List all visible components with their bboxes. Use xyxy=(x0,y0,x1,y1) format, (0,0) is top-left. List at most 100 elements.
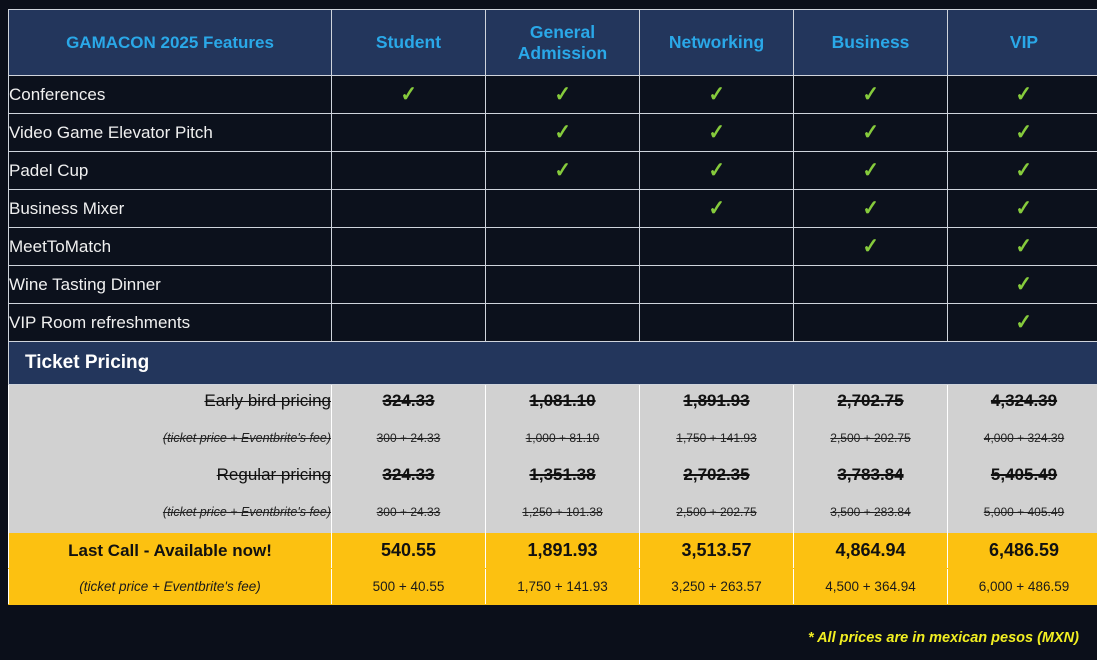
pricing-row-label: Regular pricing xyxy=(8,458,332,492)
feature-cell: ✓ xyxy=(793,113,948,152)
feature-cell: ✓ xyxy=(331,151,486,190)
feature-cell: ✓ xyxy=(485,189,640,228)
feature-label: Conferences xyxy=(8,75,332,114)
pricing-total-cell: 2,702.35 xyxy=(639,458,794,492)
feature-cell: ✓ xyxy=(639,189,794,228)
check-icon: ✓ xyxy=(861,196,880,220)
feature-cell: ✓ xyxy=(947,227,1097,266)
feature-cell: ✓ xyxy=(485,151,640,190)
feature-cell: ✓ xyxy=(947,265,1097,304)
table-row: Business Mixer✓✓✓✓✓ xyxy=(8,189,1097,228)
check-icon: ✓ xyxy=(1015,158,1033,182)
pricing-total-cell: 1,081.10 xyxy=(485,384,640,418)
feature-cell: ✓ xyxy=(331,303,486,342)
feature-cell: ✓ xyxy=(639,265,794,304)
pricing-total-cell: 324.33 xyxy=(331,384,486,418)
feature-cell: ✓ xyxy=(485,113,640,152)
feature-label: VIP Room refreshments xyxy=(8,303,332,342)
feature-cell: ✓ xyxy=(947,303,1097,342)
last-call-row[interactable]: Last Call - Available now! 540.55 1,891.93… xyxy=(8,532,1097,569)
check-icon: ✓ xyxy=(553,158,572,182)
pricing-row-breakdown: (ticket price + Eventbrite's fee) 300 + 2… xyxy=(8,417,1097,459)
feature-cell: ✓ xyxy=(485,303,640,342)
pricing-breakdown-cell: 1,750 + 141.93 xyxy=(639,417,794,459)
pricing-total-cell: 4,324.39 xyxy=(947,384,1097,418)
check-icon: ✓ xyxy=(861,82,880,106)
check-icon: ✓ xyxy=(553,82,572,106)
pricing-breakdown-cell: 4,000 + 324.39 xyxy=(947,417,1097,459)
feature-label: Wine Tasting Dinner xyxy=(8,265,332,304)
pricing-total-cell: 2,702.75 xyxy=(793,384,948,418)
pricing-breakdown-cell: 300 + 24.33 xyxy=(331,491,486,533)
table-header: GAMACON 2025 Features Student General Ad… xyxy=(8,9,1097,76)
pricing-row-label: Early bird pricing xyxy=(8,384,332,418)
feature-cell: ✓ xyxy=(331,75,486,114)
last-call-breakdown-cell: 3,250 + 263.57 xyxy=(639,568,794,605)
check-icon: ✓ xyxy=(1015,120,1033,144)
feature-label: MeetToMatch xyxy=(8,227,332,266)
last-call-breakdown-cell: 1,750 + 141.93 xyxy=(485,568,640,605)
pricing-breakdown-cell: 1,000 + 81.10 xyxy=(485,417,640,459)
pricing-row-breakdown: (ticket price + Eventbrite's fee) 300 + 2… xyxy=(8,491,1097,533)
feature-cell: ✓ xyxy=(793,227,948,266)
last-call-label: Last Call - Available now! xyxy=(8,532,332,569)
pricing-breakdown-cell: 1,250 + 101.38 xyxy=(485,491,640,533)
check-icon: ✓ xyxy=(861,158,880,182)
table-row: Wine Tasting Dinner✓✓✓✓✓ xyxy=(8,265,1097,304)
check-icon: ✓ xyxy=(707,120,726,144)
pricing-breakdown-cell: 5,000 + 405.49 xyxy=(947,491,1097,533)
feature-cell: ✓ xyxy=(947,113,1097,152)
feature-cell: ✓ xyxy=(947,189,1097,228)
check-icon: ✓ xyxy=(861,234,880,258)
feature-cell: ✓ xyxy=(639,113,794,152)
check-icon: ✓ xyxy=(707,196,726,220)
check-icon: ✓ xyxy=(1015,82,1033,106)
ticket-pricing-bar: Ticket Pricing xyxy=(8,341,1097,385)
pricing-total-cell: 324.33 xyxy=(331,458,486,492)
column-header-networking: Networking xyxy=(639,9,794,76)
last-call-total-cell[interactable]: 6,486.59 xyxy=(947,532,1097,569)
pricing-breakdown-cell: 300 + 24.33 xyxy=(331,417,486,459)
check-icon: ✓ xyxy=(1015,272,1033,296)
pricing-total-cell: 1,891.93 xyxy=(639,384,794,418)
feature-cell: ✓ xyxy=(793,265,948,304)
fee-note-label: (ticket price + Eventbrite's fee) xyxy=(8,417,332,459)
feature-cell: ✓ xyxy=(793,189,948,228)
check-icon: ✓ xyxy=(1015,196,1033,220)
ticket-pricing-title: Ticket Pricing xyxy=(8,341,1097,385)
feature-label: Business Mixer xyxy=(8,189,332,228)
feature-label: Video Game Elevator Pitch xyxy=(8,113,332,152)
currency-footnote: * All prices are in mexican pesos (MXN) xyxy=(807,630,1079,646)
check-icon: ✓ xyxy=(1015,234,1033,258)
feature-cell: ✓ xyxy=(947,151,1097,190)
ticket-pricing-table: GAMACON 2025 Features Student General Ad… xyxy=(8,9,1097,605)
feature-cell: ✓ xyxy=(331,227,486,266)
last-call-breakdown-row: (ticket price + Eventbrite's fee) 500 + 4… xyxy=(8,568,1097,605)
last-call-total-cell[interactable]: 3,513.57 xyxy=(639,532,794,569)
table-row: MeetToMatch✓✓✓✓✓ xyxy=(8,227,1097,266)
last-call-total-cell[interactable]: 1,891.93 xyxy=(485,532,640,569)
struck-pricing-rows: Early bird pricing 324.33 1,081.10 1,891.93… xyxy=(8,384,1097,533)
column-header-vip: VIP xyxy=(947,9,1097,76)
feature-cell: ✓ xyxy=(331,189,486,228)
last-call-rows: Last Call - Available now! 540.55 1,891.93… xyxy=(8,532,1097,605)
column-header-business: Business xyxy=(793,9,948,76)
pricing-breakdown-cell: 3,500 + 283.84 xyxy=(793,491,948,533)
last-call-total-cell[interactable]: 540.55 xyxy=(331,532,486,569)
feature-rows: Conferences ✓ ✓ ✓ ✓ ✓ Video Game Elevator Pitc… xyxy=(8,75,1097,342)
header-row: GAMACON 2025 Features Student General Ad… xyxy=(8,9,1097,76)
feature-cell: ✓ xyxy=(793,151,948,190)
feature-cell: ✓ xyxy=(639,303,794,342)
feature-cell: ✓ xyxy=(793,303,948,342)
feature-cell: ✓ xyxy=(639,75,794,114)
check-icon: ✓ xyxy=(399,82,418,106)
feature-cell: ✓ xyxy=(331,113,486,152)
feature-cell: ✓ xyxy=(331,265,486,304)
check-icon: ✓ xyxy=(707,82,726,106)
last-call-breakdown-cell: 6,000 + 486.59 xyxy=(947,568,1097,605)
fee-note-label: (ticket price + Eventbrite's fee) xyxy=(8,491,332,533)
table-row: Padel Cup✓✓✓✓✓ xyxy=(8,151,1097,190)
last-call-total-cell[interactable]: 4,864.94 xyxy=(793,532,948,569)
pricing-total-cell: 5,405.49 xyxy=(947,458,1097,492)
